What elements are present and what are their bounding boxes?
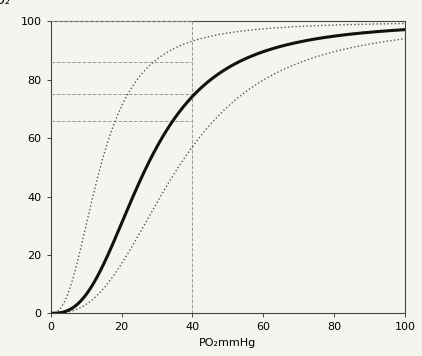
- X-axis label: PO₂mmHg: PO₂mmHg: [199, 338, 257, 348]
- Text: SO₂: SO₂: [0, 0, 10, 7]
